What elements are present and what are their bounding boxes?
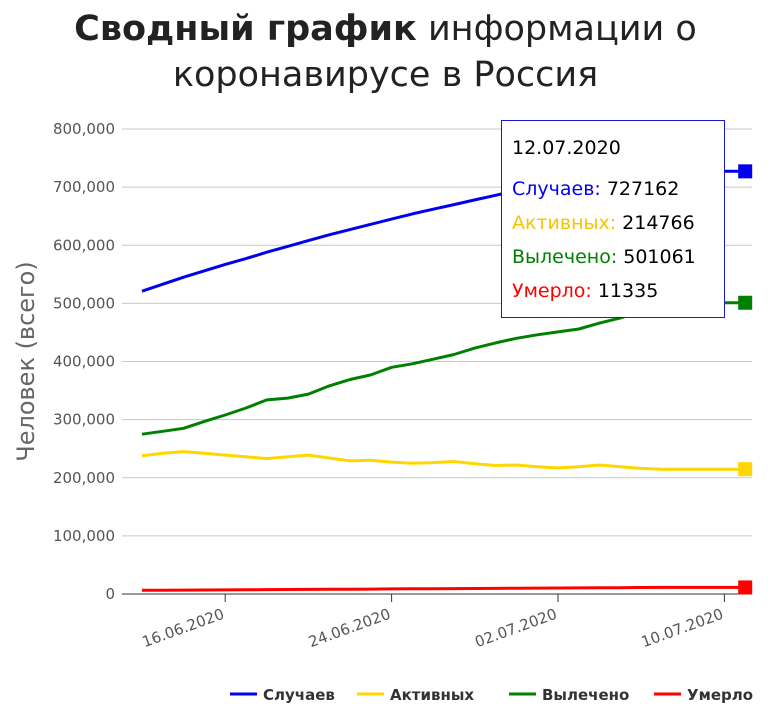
x-tick-label: 24.06.2020 <box>306 605 393 651</box>
tooltip-row-value: 501061 <box>623 246 696 268</box>
tooltip-row: Умерло: 11335 <box>512 280 658 302</box>
y-tick-label: 100,000 <box>53 527 115 545</box>
y-tick-label: 700,000 <box>53 178 115 196</box>
series-end-marker-0[interactable] <box>738 164 753 179</box>
tooltip-row: Активных: 214766 <box>512 212 695 234</box>
tooltip-row: Случаев: 727162 <box>512 178 679 200</box>
tooltip-row-value: 11335 <box>597 280 659 302</box>
series-line-2 <box>141 301 746 436</box>
chart-title-bold: Сводный график <box>74 9 417 49</box>
tooltip-row-label: Активных: <box>512 212 617 234</box>
tooltip-row-label: Вылечено: <box>512 246 618 268</box>
tooltip-row-label: Умерло: <box>512 280 592 302</box>
series-end-marker-3[interactable] <box>738 580 753 595</box>
tooltip-date: 12.07.2020 <box>512 137 621 159</box>
legend-label-0[interactable]: Случаев <box>263 686 335 704</box>
tooltip-row-value: 214766 <box>622 212 695 234</box>
y-tick-label: 0 <box>105 585 115 603</box>
tooltip-row-label: Случаев: <box>512 178 601 200</box>
legend-label-1[interactable]: Активных <box>390 686 474 704</box>
chart-title: Сводный график информации о коронавирусе… <box>0 6 771 98</box>
tooltip: 12.07.2020 Случаев: 727162 Активных: 214766… <box>501 120 725 318</box>
series-end-marker-1[interactable] <box>738 462 753 477</box>
y-tick-label: 500,000 <box>53 294 115 312</box>
series-end-marker-2[interactable] <box>738 295 753 310</box>
series-line-3 <box>141 585 746 592</box>
chart-title-line2: коронавирусе в Россия <box>172 55 599 95</box>
y-axis-label: Человек (всего) <box>12 261 40 461</box>
y-tick-label: 600,000 <box>53 236 115 254</box>
tooltip-row: Вылечено: 501061 <box>512 246 696 268</box>
x-tick-label: 02.07.2020 <box>473 605 560 651</box>
x-tick-label: 10.07.2020 <box>639 605 726 651</box>
tooltip-row-value: 727162 <box>606 178 680 200</box>
legend-label-2[interactable]: Вылечено <box>542 686 629 704</box>
x-tick-label: 16.06.2020 <box>140 605 227 651</box>
y-tick-label: 800,000 <box>53 120 115 138</box>
y-tick-label: 400,000 <box>53 353 115 371</box>
chart-title-line1-rest: информации о <box>416 9 697 49</box>
y-tick-label: 300,000 <box>53 411 115 429</box>
y-tick-label: 200,000 <box>53 469 115 487</box>
legend-label-3[interactable]: Умерло <box>687 686 753 704</box>
series-line-1 <box>141 450 746 471</box>
